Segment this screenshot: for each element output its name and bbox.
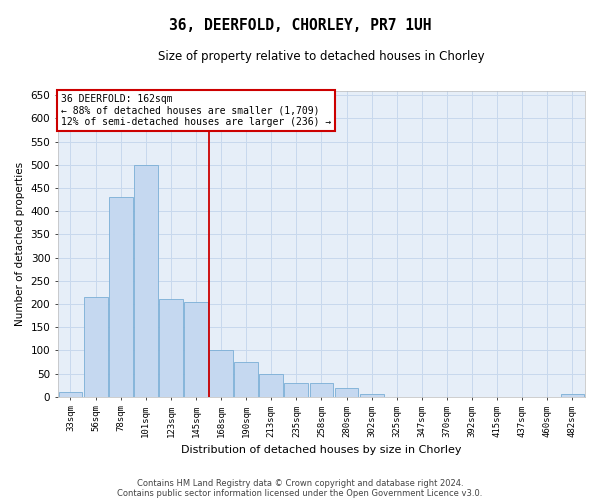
Y-axis label: Number of detached properties: Number of detached properties: [15, 162, 25, 326]
Text: Contains HM Land Registry data © Crown copyright and database right 2024.: Contains HM Land Registry data © Crown c…: [137, 478, 463, 488]
Bar: [234, 362, 258, 397]
X-axis label: Distribution of detached houses by size in Chorley: Distribution of detached houses by size …: [181, 445, 462, 455]
Bar: [310, 383, 334, 397]
Bar: [59, 392, 82, 397]
Title: Size of property relative to detached houses in Chorley: Size of property relative to detached ho…: [158, 50, 485, 63]
Bar: [83, 297, 107, 397]
Bar: [284, 383, 308, 397]
Bar: [360, 394, 383, 397]
Bar: [159, 300, 183, 397]
Bar: [109, 198, 133, 397]
Bar: [184, 302, 208, 397]
Bar: [259, 374, 283, 397]
Bar: [560, 394, 584, 397]
Text: 36, DEERFOLD, CHORLEY, PR7 1UH: 36, DEERFOLD, CHORLEY, PR7 1UH: [169, 18, 431, 32]
Text: Contains public sector information licensed under the Open Government Licence v3: Contains public sector information licen…: [118, 488, 482, 498]
Text: 36 DEERFOLD: 162sqm
← 88% of detached houses are smaller (1,709)
12% of semi-det: 36 DEERFOLD: 162sqm ← 88% of detached ho…: [61, 94, 331, 127]
Bar: [134, 165, 158, 397]
Bar: [209, 350, 233, 397]
Bar: [335, 388, 358, 397]
